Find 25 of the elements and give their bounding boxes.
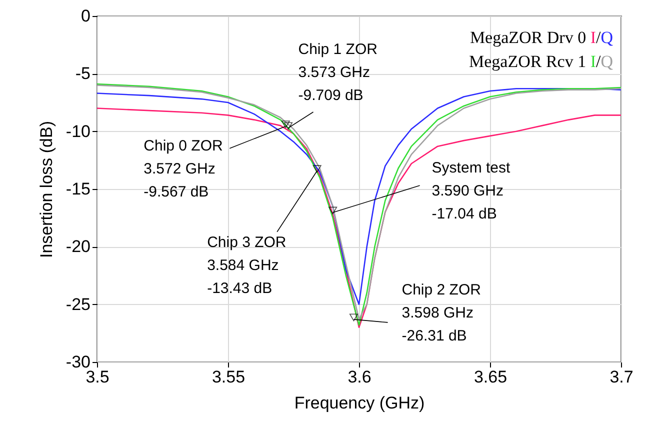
text: I	[590, 28, 596, 47]
text: /	[596, 52, 601, 71]
annotation: System test 3.590 GHz -17.04 dB	[432, 160, 511, 223]
annotation: Chip 2 ZOR 3.598 GHz -26.31 dB	[402, 281, 482, 344]
annotation: Chip 0 ZOR 3.572 GHz -9.567 dB	[144, 137, 223, 200]
x-tick-label: 3.65	[474, 368, 508, 386]
x-tick-label: 3.6	[348, 368, 372, 386]
annotation: MegaZOR Drv 0	[470, 28, 586, 47]
annotation: Chip 1 ZOR 3.573 GHz -9.709 dB	[298, 40, 378, 104]
y-tick-label: -25	[66, 294, 90, 314]
y-tick-label: -20	[66, 237, 90, 256]
text: Q	[600, 28, 614, 47]
series-label: I	[590, 52, 596, 71]
series-label: Q	[600, 52, 614, 71]
y-tick-label: -5	[75, 64, 90, 84]
annotation: MegaZOR Rcv 1	[469, 52, 586, 71]
annotation: /	[596, 28, 601, 47]
y-tick-label: -10	[66, 122, 90, 141]
x-tick-label: 3.55	[212, 368, 246, 386]
x-axis-title: Frequency (GHz)	[294, 394, 425, 412]
y-axis-title: Insertion loss (dB)	[36, 121, 56, 258]
y-tick-label: -15	[66, 180, 90, 198]
x-tick-label: 3.7	[610, 368, 634, 386]
annotation: Chip 3 ZOR 3.584 GHz -13.43 dB	[207, 234, 286, 297]
y-tick-label: 0	[81, 6, 90, 26]
